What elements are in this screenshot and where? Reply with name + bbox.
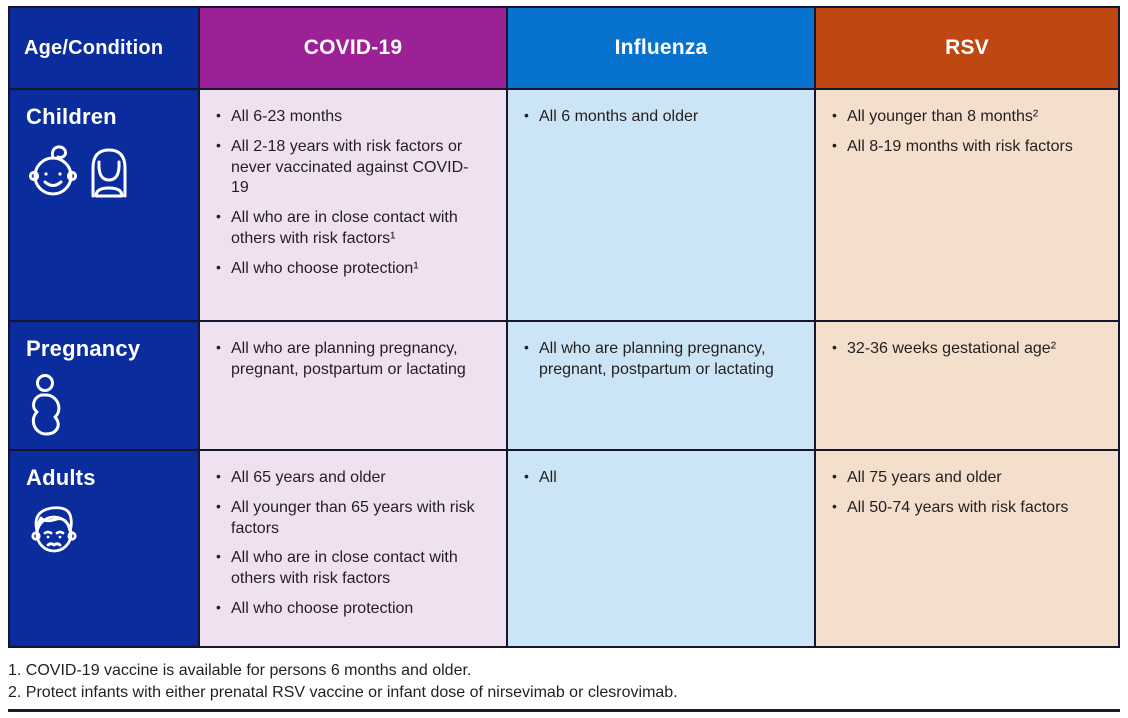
row-header-adults: Adults xyxy=(10,451,198,646)
cell-pregnancy-influenza: All who are planning pregnancy, pregnant… xyxy=(508,322,814,449)
adults-rsv-list: All 75 years and older All 50-74 years w… xyxy=(830,467,1094,519)
bullet-item: All 75 years and older xyxy=(830,467,1094,489)
column-header-rsv: RSV xyxy=(816,8,1118,88)
adults-row-label: Adults xyxy=(26,465,96,490)
cell-children-rsv: All younger than 8 months² All 8-19 mont… xyxy=(816,90,1118,320)
children-covid19-list: All 6-23 months All 2-18 years with risk… xyxy=(214,106,482,280)
girl-face-icon xyxy=(88,146,130,198)
bullet-item: All who are in close contact with others… xyxy=(214,207,482,250)
row-header-pregnancy: Pregnancy xyxy=(10,322,198,449)
bullet-item: All 65 years and older xyxy=(214,467,482,489)
baby-face-icon xyxy=(26,142,80,198)
bullet-item: All who choose protection xyxy=(214,598,482,620)
bullet-item: All 50-74 years with risk factors xyxy=(830,497,1094,519)
pregnancy-rsv-list: 32-36 weeks gestational age² xyxy=(830,338,1094,360)
children-rsv-list: All younger than 8 months² All 8-19 mont… xyxy=(830,106,1094,158)
cell-children-covid19: All 6-23 months All 2-18 years with risk… xyxy=(200,90,506,320)
pregnant-person-icon xyxy=(26,374,66,440)
cell-pregnancy-covid19: All who are planning pregnancy, pregnant… xyxy=(200,322,506,449)
cell-adults-covid19: All 65 years and older All younger than … xyxy=(200,451,506,646)
children-row-icons xyxy=(26,142,190,198)
vaccine-table: Age/Condition COVID-19 Influenza RSV Chi… xyxy=(8,6,1120,648)
bullet-item: All younger than 8 months² xyxy=(830,106,1094,128)
bullet-item: All who are planning pregnancy, pregnant… xyxy=(214,338,482,381)
pregnancy-influenza-list: All who are planning pregnancy, pregnant… xyxy=(522,338,790,381)
bullet-item: All 6 months and older xyxy=(522,106,790,128)
children-influenza-list: All 6 months and older xyxy=(522,106,790,128)
bullet-item: All 6-23 months xyxy=(214,106,482,128)
footnotes: 1. COVID-19 vaccine is available for per… xyxy=(8,660,678,703)
adults-covid19-list: All 65 years and older All younger than … xyxy=(214,467,482,620)
pregnancy-row-label: Pregnancy xyxy=(26,336,141,361)
column-header-influenza: Influenza xyxy=(508,8,814,88)
bullet-item: 32-36 weeks gestational age² xyxy=(830,338,1094,360)
bullet-item: All xyxy=(522,467,790,489)
pregnancy-row-icons xyxy=(26,374,190,440)
column-header-age-condition: Age/Condition xyxy=(10,8,198,88)
bullet-item: All who choose protection¹ xyxy=(214,258,482,280)
bullet-item: All younger than 65 years with risk fact… xyxy=(214,497,482,540)
bottom-divider xyxy=(8,709,1120,712)
bullet-item: All 2-18 years with risk factors or neve… xyxy=(214,136,482,199)
bullet-item: All who are in close contact with others… xyxy=(214,547,482,590)
pregnancy-covid19-list: All who are planning pregnancy, pregnant… xyxy=(214,338,482,381)
bullet-item: All who are planning pregnancy, pregnant… xyxy=(522,338,790,381)
column-header-covid19: COVID-19 xyxy=(200,8,506,88)
adults-row-icons xyxy=(26,503,190,559)
footnote-1: 1. COVID-19 vaccine is available for per… xyxy=(8,662,472,679)
adult-man-icon xyxy=(26,503,82,559)
footnote-2: 2. Protect infants with either prenatal … xyxy=(8,683,678,701)
cell-children-influenza: All 6 months and older xyxy=(508,90,814,320)
bullet-item: All 8-19 months with risk factors xyxy=(830,136,1094,158)
adults-influenza-list: All xyxy=(522,467,790,489)
cell-adults-influenza: All xyxy=(508,451,814,646)
row-header-children: Children xyxy=(10,90,198,320)
children-row-label: Children xyxy=(26,104,117,129)
cell-pregnancy-rsv: 32-36 weeks gestational age² xyxy=(816,322,1118,449)
cell-adults-rsv: All 75 years and older All 50-74 years w… xyxy=(816,451,1118,646)
